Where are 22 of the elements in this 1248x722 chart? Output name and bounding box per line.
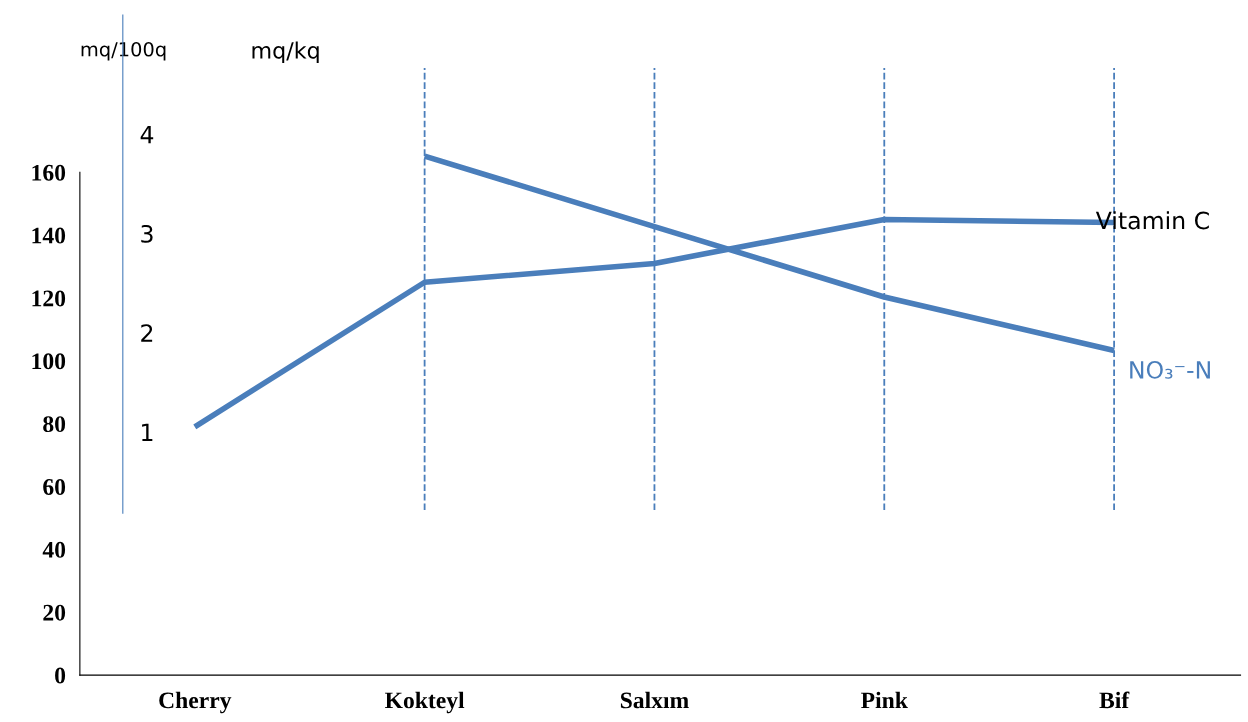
series-label: Vitamin C [1095,211,1209,230]
y-tick-label: 100 [32,353,66,370]
y-tick-label: 20 [43,604,66,621]
y-tick-label: 80 [43,416,66,433]
x-tick-label: Salxım [620,691,689,709]
y-tick-label: 0 [55,667,66,684]
y-tick-label: 60 [43,479,66,495]
y2-tick-label: 2 [141,324,153,342]
x-tick-label: Kokteyl [385,691,465,714]
annotation: mq/100q [81,41,166,61]
y2-tick-label: 4 [140,126,154,144]
y-tick-label: 140 [32,227,66,244]
annotation: mq/kq [252,41,319,64]
x-tick-label: Bif [1099,691,1130,709]
series-label: NO₃⁻-N [1130,360,1210,379]
y2-tick-label: 1 [142,423,153,441]
x-tick-label: Cherry [159,691,232,714]
y-tick-label: 40 [42,541,66,558]
y-tick-label: 120 [32,290,66,307]
y-tick-label: 160 [32,164,66,181]
x-tick-label: Pink [861,691,908,709]
y2-tick-label: 3 [141,224,153,243]
